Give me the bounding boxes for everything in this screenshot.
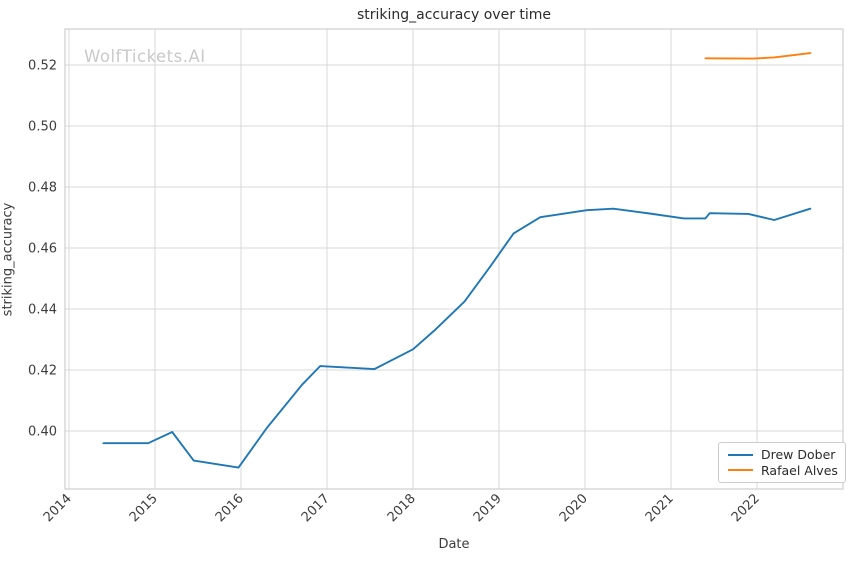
x-axis-label: Date xyxy=(438,537,470,552)
y-tick-label: 0.50 xyxy=(28,120,57,135)
watermark-text: WolfTickets.AI xyxy=(84,47,206,66)
series-line-rafael-alves xyxy=(704,52,812,60)
x-tick-label: 2014 xyxy=(41,491,75,525)
x-tick-label: 2022 xyxy=(729,491,763,525)
x-tick-label: 2018 xyxy=(385,491,419,525)
series-line-drew-dober xyxy=(102,207,812,469)
chart-title: striking_accuracy over time xyxy=(356,7,552,23)
x-tick-label: 2019 xyxy=(471,491,505,525)
legend-label: Drew Dober xyxy=(761,447,836,463)
y-axis-label: striking_accuracy xyxy=(0,202,16,317)
plot-border xyxy=(64,28,844,490)
y-tick-label: 0.40 xyxy=(28,425,57,440)
x-tick-label: 2017 xyxy=(299,491,333,525)
y-tick-label: 0.46 xyxy=(28,242,57,257)
x-tick-label: 2016 xyxy=(213,491,247,525)
y-tick-label: 0.48 xyxy=(28,181,57,196)
legend-line-swatch-blue xyxy=(728,453,753,456)
legend: Drew Dober Rafael Alves xyxy=(718,442,846,483)
legend-label: Rafael Alves xyxy=(761,462,838,478)
y-tick-label: 0.44 xyxy=(28,303,57,318)
legend-line-swatch-orange xyxy=(728,469,753,472)
y-tick-label: 0.52 xyxy=(28,59,57,74)
x-tick-label: 2021 xyxy=(643,491,677,525)
x-tick-label: 2020 xyxy=(557,491,591,525)
x-tick-label: 2015 xyxy=(127,491,161,525)
legend-item-drew-dober: Drew Dober xyxy=(728,447,837,463)
y-tick-label: 0.42 xyxy=(28,364,57,379)
legend-item-rafael-alves: Rafael Alves xyxy=(728,462,838,479)
